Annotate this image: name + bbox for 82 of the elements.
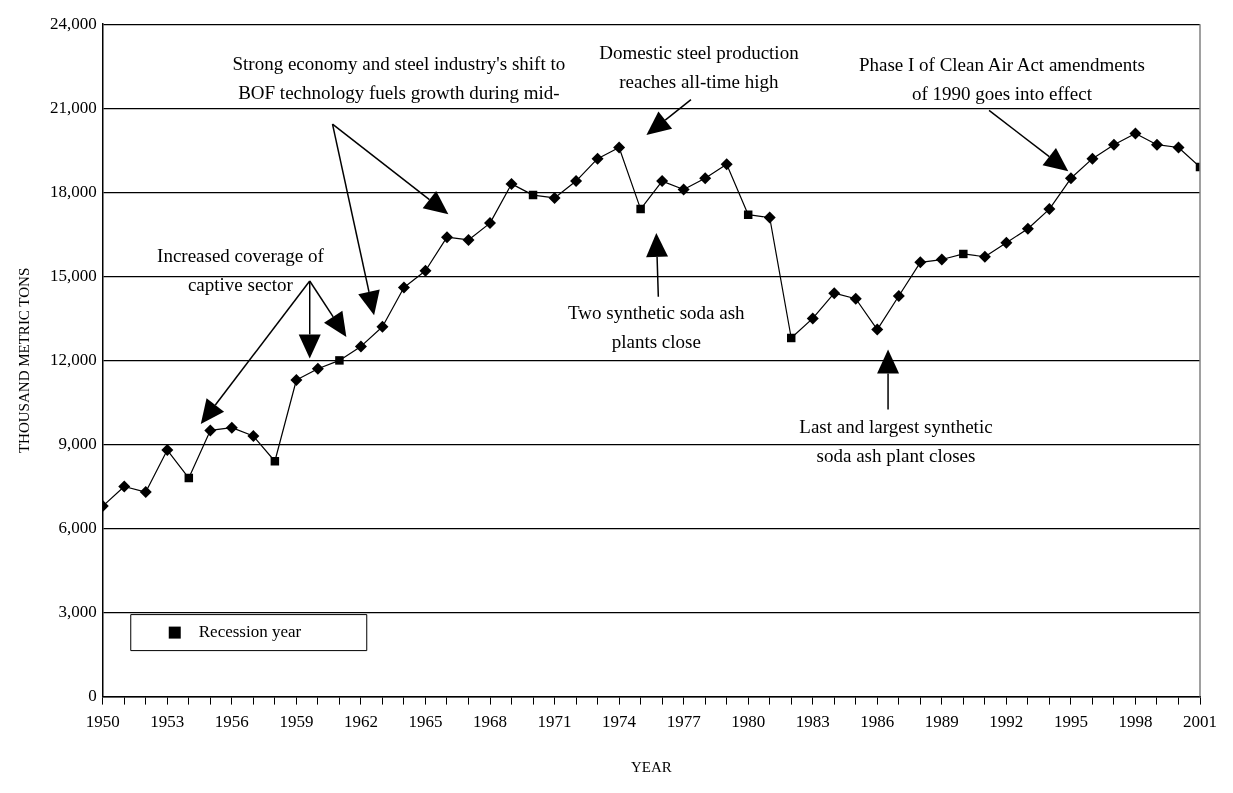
point (914, 256, 927, 269)
annotation: Last and largest synthetic soda ash plant closes (799, 415, 993, 469)
y-tick-label: 12,000 (50, 349, 97, 369)
x-tick-label: 1968 (473, 712, 508, 732)
point (720, 158, 733, 171)
point (311, 362, 324, 375)
point (892, 289, 905, 302)
x-tick-label: 1953 (150, 712, 185, 732)
y-tick-label: 6,000 (58, 517, 97, 537)
legend-label: Recession year (198, 622, 302, 642)
point (636, 204, 645, 214)
annotation: Strong economy and steel industry's shift to BOF technology fuels growth during mid- (232, 52, 566, 106)
point (225, 421, 238, 434)
x-tick-label: 1959 (279, 712, 314, 732)
y-tick-label: 0 (88, 686, 97, 706)
x-tick-label: 1971 (537, 712, 572, 732)
y-tick-label: 21,000 (50, 97, 97, 117)
point (505, 177, 518, 190)
point (1000, 236, 1013, 249)
y-axis-title: THOUSAND METRIC TONS (15, 267, 32, 454)
x-tick-label: 1965 (408, 712, 443, 732)
point (699, 172, 712, 185)
x-tick-label: 1980 (731, 712, 766, 732)
point (462, 233, 475, 246)
point (1086, 152, 1099, 165)
point (1043, 203, 1056, 216)
point (828, 287, 841, 300)
point (871, 323, 884, 336)
point (959, 249, 968, 259)
x-tick-label: 2001 (1183, 712, 1217, 732)
point (1021, 222, 1034, 235)
x-tick-label: 1977 (666, 712, 702, 732)
point (677, 183, 690, 196)
point (484, 217, 497, 230)
y-tick-label: 3,000 (58, 602, 97, 622)
point (290, 374, 303, 387)
point (935, 253, 948, 266)
point (139, 486, 152, 499)
point (743, 210, 753, 219)
point (1172, 141, 1185, 154)
point (849, 292, 862, 305)
x-tick-label: 1974 (602, 712, 637, 732)
point (591, 152, 604, 165)
y-tick-label: 18,000 (50, 181, 97, 201)
annotation: Increased coverage of captive sector (157, 243, 324, 297)
point (656, 175, 669, 188)
x-tick-label: 1992 (989, 712, 1024, 732)
point (354, 340, 367, 353)
y-tick-label: 15,000 (50, 265, 97, 285)
x-tick-label: 1956 (214, 712, 249, 732)
point (763, 211, 776, 224)
point (1064, 172, 1077, 185)
y-tick-label: 9,000 (58, 433, 97, 453)
point (978, 250, 991, 263)
x-tick-label: 1998 (1118, 712, 1153, 732)
point (376, 320, 389, 333)
point (270, 457, 280, 466)
annotation: Domestic steel production reaches all-time high (599, 40, 799, 94)
point (806, 312, 819, 325)
x-tick-label: 1995 (1053, 712, 1088, 732)
x-tick-label: 1983 (795, 712, 830, 732)
point (1107, 138, 1120, 151)
point (204, 424, 217, 437)
point (335, 356, 344, 365)
x-tick-label: 1950 (85, 712, 120, 732)
point (1129, 127, 1142, 140)
x-tick-label: 1989 (924, 712, 959, 732)
annotation: Two synthetic soda ash plants close (568, 301, 745, 355)
x-tick-label: 1986 (860, 712, 895, 732)
point (397, 281, 410, 294)
point (247, 430, 260, 443)
point (570, 175, 583, 188)
x-tick-label: 1962 (343, 712, 378, 732)
y-tick-label: 24,000 (50, 13, 97, 33)
point (118, 480, 131, 493)
point (1150, 138, 1163, 151)
annotation: Phase I of Clean Air Act amendments of 1990 goes into effect (858, 53, 1145, 107)
point (161, 444, 174, 457)
x-axis-title: YEAR (630, 758, 672, 775)
point (440, 231, 453, 244)
point (613, 141, 626, 154)
point (419, 264, 432, 277)
